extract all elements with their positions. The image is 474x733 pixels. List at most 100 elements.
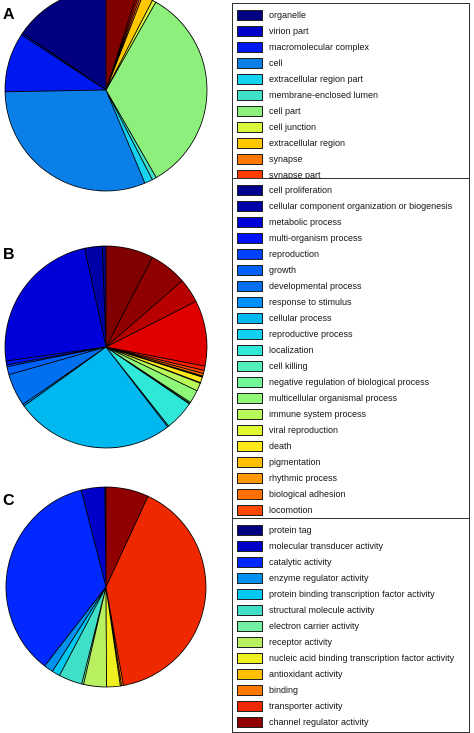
legend-label: protein tag xyxy=(269,525,312,535)
legend-swatch xyxy=(237,184,263,196)
legend-label: cell junction xyxy=(269,122,317,132)
legend-item-locomotion: locomotion xyxy=(237,502,465,518)
legend-swatch xyxy=(237,296,263,308)
legend-label: cell killing xyxy=(269,361,308,371)
legend-swatch xyxy=(237,25,263,37)
legend-item-multicellular-organismal-process: multicellular organismal process xyxy=(237,390,465,406)
legend-item-binding: binding xyxy=(237,682,465,698)
legend-swatch xyxy=(237,636,263,648)
legend-item-protein-tag: protein tag xyxy=(237,522,465,538)
legend-item-reproduction: reproduction xyxy=(237,246,465,262)
legend-swatch xyxy=(237,700,263,712)
legend-item-cellular-process: cellular process xyxy=(237,310,465,326)
legend-label: reproduction xyxy=(269,249,320,259)
legend-label: response to stimulus xyxy=(269,297,352,307)
legend-swatch xyxy=(237,424,263,436)
legend-item-developmental-process: developmental process xyxy=(237,278,465,294)
legend-label: locomotion xyxy=(269,505,313,515)
pie-slice-synapse-part xyxy=(105,0,140,91)
legend-swatch xyxy=(237,556,263,568)
legend-label: negative regulation of biological proces… xyxy=(269,377,430,387)
legend-swatch xyxy=(237,264,263,276)
legend-swatch xyxy=(237,312,263,324)
legend-label: extracellular region xyxy=(269,138,346,148)
pie-slice-synapse xyxy=(105,0,142,91)
legend-swatch xyxy=(237,604,263,616)
legend-label: biological adhesion xyxy=(269,489,346,499)
legend-label: protein binding transcription factor act… xyxy=(269,589,435,599)
legend-label: binding xyxy=(269,685,299,695)
legend-swatch xyxy=(237,524,263,536)
legend-swatch xyxy=(237,9,263,21)
legend-swatch xyxy=(237,488,263,500)
legend-item-molecular-transducer-activity: molecular transducer activity xyxy=(237,538,465,554)
legend-label: nucleic acid binding transcription facto… xyxy=(269,653,455,663)
legend-item-electron-carrier-activity: electron carrier activity xyxy=(237,618,465,634)
legend-item-extracellular-region: extracellular region xyxy=(237,135,465,151)
legend-swatch xyxy=(237,652,263,664)
legend-swatch xyxy=(237,440,263,452)
legend-item-transporter-activity: transporter activity xyxy=(237,698,465,714)
legend-label: cellular process xyxy=(269,313,332,323)
legend-swatch xyxy=(237,216,263,228)
legend-label: structural molecule activity xyxy=(269,605,375,615)
legend-swatch xyxy=(237,620,263,632)
legend-item-death: death xyxy=(237,438,465,454)
legend-item-cell: cell xyxy=(237,55,465,71)
legend-swatch xyxy=(237,105,263,117)
panel-b: B cell proliferation cellular component o… xyxy=(0,178,474,601)
legend-item-virion-part: virion part xyxy=(237,23,465,39)
legend-swatch xyxy=(237,716,263,728)
legend-label: antioxidant activity xyxy=(269,669,343,679)
legend-label: cell proliferation xyxy=(269,185,333,195)
pie-slice-cellular-process xyxy=(23,346,169,449)
legend-item-enzyme-regulator-activity: enzyme regulator activity xyxy=(237,570,465,586)
legend-label: death xyxy=(269,441,292,451)
legend-item-biological-adhesion: biological adhesion xyxy=(237,486,465,502)
legend-swatch xyxy=(237,232,263,244)
legend-label: virion part xyxy=(269,26,309,36)
legend-label: extracellular region part xyxy=(269,74,364,84)
legend-item-negative-regulation-of-biological-process: negative regulation of biological proces… xyxy=(237,374,465,390)
legend-label: cellular component organization or bioge… xyxy=(269,201,453,211)
panel-label: C xyxy=(3,492,15,509)
legend-label: macromolecular complex xyxy=(269,42,370,52)
legend-label: multi-organism process xyxy=(269,233,363,243)
legend-label: immune system process xyxy=(269,409,367,419)
legend-swatch xyxy=(237,408,263,420)
legend-swatch xyxy=(237,57,263,69)
legend-item-immune-system-process: immune system process xyxy=(237,406,465,422)
legend-item-metabolic-process: metabolic process xyxy=(237,214,465,230)
legend-label: pigmentation xyxy=(269,457,321,467)
legend-swatch xyxy=(237,200,263,212)
legend-swatch xyxy=(237,588,263,600)
legend-label: electron carrier activity xyxy=(269,621,360,631)
legend-swatch xyxy=(237,540,263,552)
legend-item-nucleic-acid-binding-transcription-factor-activity: nucleic acid binding transcription facto… xyxy=(237,650,465,666)
legend-item-pigmentation: pigmentation xyxy=(237,454,465,470)
legend-item-localization: localization xyxy=(237,342,465,358)
legend-label: synapse part xyxy=(269,170,321,180)
legend-label: growth xyxy=(269,265,297,275)
legend-swatch xyxy=(237,360,263,372)
legend-swatch xyxy=(237,137,263,149)
legend-swatch xyxy=(237,248,263,260)
legend-label: catalytic activity xyxy=(269,557,332,567)
legend-swatch xyxy=(237,89,263,101)
pie-slice-metabolic-process xyxy=(4,247,107,362)
legend-swatch xyxy=(237,280,263,292)
legend-item-cell-part: cell part xyxy=(237,103,465,119)
legend-label: rhythmic process xyxy=(269,473,338,483)
legend-item-antioxidant-activity: antioxidant activity xyxy=(237,666,465,682)
legend-item-receptor-activity: receptor activity xyxy=(237,634,465,650)
legend-swatch xyxy=(237,668,263,680)
legend-swatch xyxy=(237,376,263,388)
legend-label: channel regulator activity xyxy=(269,717,369,727)
legend-item-macromolecular-complex: macromolecular complex xyxy=(237,39,465,55)
panel-label: A xyxy=(3,6,15,23)
pie-chart xyxy=(5,486,207,688)
legend-swatch xyxy=(237,684,263,696)
legend-label: multicellular organismal process xyxy=(269,393,398,403)
legend-item-structural-molecule-activity: structural molecule activity xyxy=(237,602,465,618)
legend-item-viral-reproduction: viral reproduction xyxy=(237,422,465,438)
